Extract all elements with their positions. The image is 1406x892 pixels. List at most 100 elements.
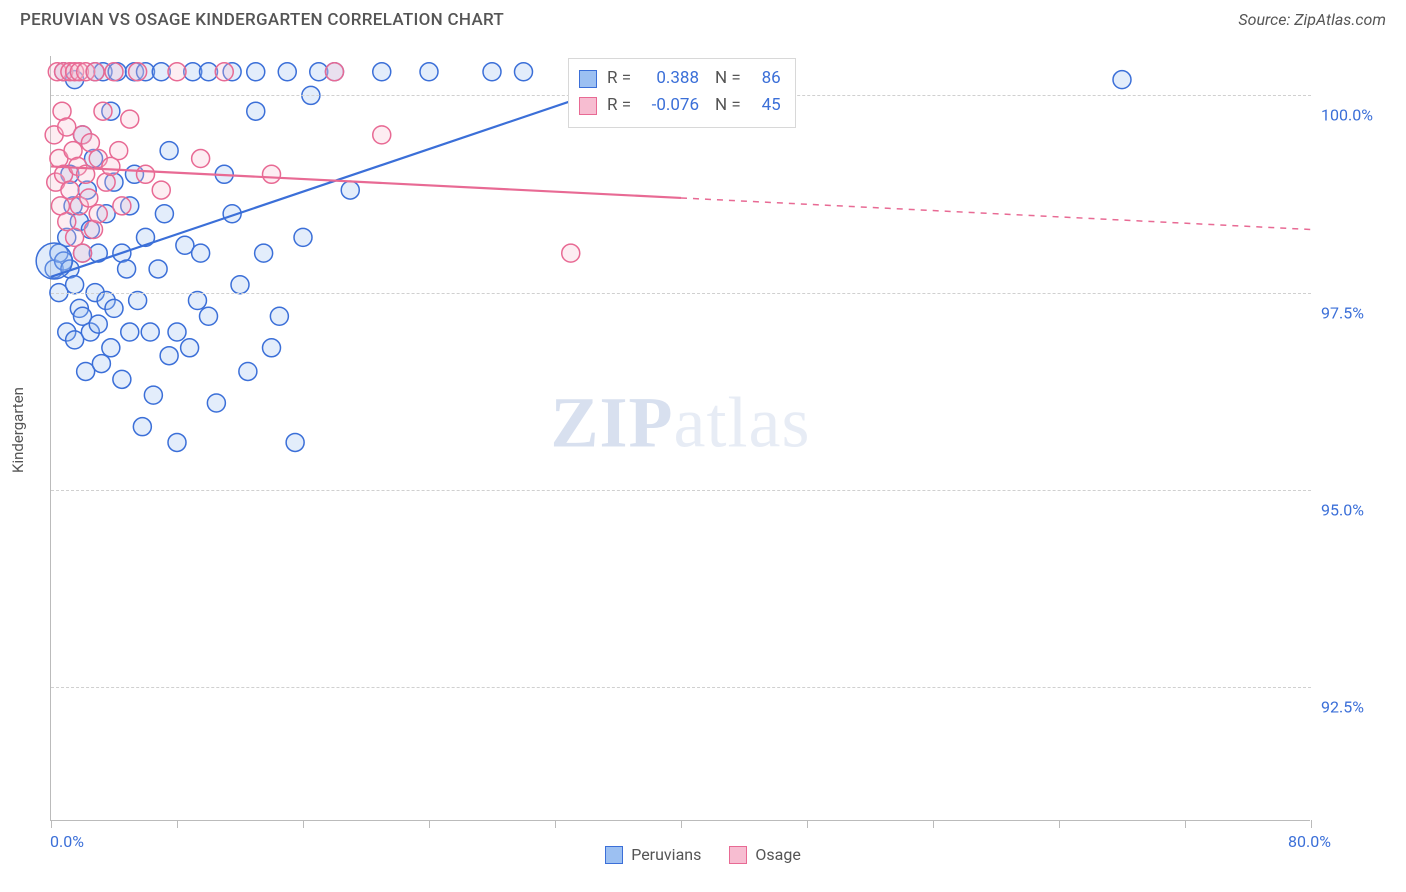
data-point xyxy=(168,433,186,451)
data-point xyxy=(86,63,104,81)
data-point xyxy=(94,63,112,81)
data-point xyxy=(77,63,95,81)
data-point xyxy=(263,165,281,183)
data-point xyxy=(89,315,107,333)
data-point xyxy=(97,173,115,191)
data-point xyxy=(215,63,233,81)
data-point xyxy=(137,63,155,81)
data-point xyxy=(310,63,328,81)
data-point xyxy=(247,102,265,120)
chart-title: PERUVIAN VS OSAGE KINDERGARTEN CORRELATI… xyxy=(20,10,504,30)
data-point xyxy=(168,323,186,341)
data-point xyxy=(137,165,155,183)
data-point xyxy=(77,165,95,183)
data-point xyxy=(188,291,206,309)
data-point xyxy=(77,362,95,380)
data-point xyxy=(45,126,63,144)
data-point xyxy=(66,276,84,294)
data-point xyxy=(61,260,79,278)
source-label: Source: ZipAtlas.com xyxy=(1238,10,1386,29)
data-point xyxy=(160,347,178,365)
data-point xyxy=(74,307,92,325)
data-point xyxy=(168,63,186,81)
data-point xyxy=(144,386,162,404)
data-point xyxy=(55,63,73,81)
series-swatch xyxy=(579,97,597,115)
data-point xyxy=(36,243,72,279)
legend: Peruvians Osage xyxy=(0,845,1406,864)
data-point xyxy=(47,173,65,191)
x-tick xyxy=(1311,820,1312,828)
data-point xyxy=(286,433,304,451)
data-point xyxy=(45,260,63,278)
data-point xyxy=(152,181,170,199)
data-point xyxy=(50,150,68,168)
data-point xyxy=(66,228,84,246)
data-point xyxy=(223,205,241,223)
legend-item: Osage xyxy=(729,845,800,864)
data-point xyxy=(200,63,218,81)
x-tick xyxy=(555,820,556,828)
data-point xyxy=(160,142,178,160)
legend-swatch xyxy=(729,846,747,864)
data-point xyxy=(113,197,131,215)
data-point xyxy=(125,63,143,81)
data-point xyxy=(420,63,438,81)
data-point xyxy=(64,142,82,160)
data-point xyxy=(74,126,92,144)
y-tick-label: 92.5% xyxy=(1321,697,1364,716)
x-tick xyxy=(177,820,178,828)
data-point xyxy=(184,63,202,81)
data-point xyxy=(181,339,199,357)
data-point xyxy=(70,197,88,215)
data-point xyxy=(81,134,99,152)
data-point xyxy=(74,126,92,144)
data-point xyxy=(341,181,359,199)
x-tick xyxy=(51,820,52,828)
data-point xyxy=(137,228,155,246)
data-point xyxy=(66,71,84,89)
data-point xyxy=(515,63,533,81)
gridline xyxy=(51,293,1311,294)
data-point xyxy=(263,339,281,357)
chart-area: ZIPatlas 100.0%97.5%95.0%92.5% xyxy=(50,56,1310,821)
data-point xyxy=(326,63,344,81)
data-point xyxy=(81,323,99,341)
n-value: 86 xyxy=(751,65,781,92)
data-point xyxy=(200,307,218,325)
watermark: ZIPatlas xyxy=(551,381,811,464)
data-point xyxy=(155,205,173,223)
data-point xyxy=(223,63,241,81)
series-swatch xyxy=(579,70,597,88)
data-point xyxy=(113,244,131,262)
data-point xyxy=(121,110,139,128)
data-point xyxy=(118,260,136,278)
data-point xyxy=(97,291,115,309)
data-point xyxy=(141,323,159,341)
data-point xyxy=(70,299,88,317)
x-tick xyxy=(1185,820,1186,828)
data-point xyxy=(61,63,79,81)
data-point xyxy=(85,150,103,168)
n-equals-label: N = xyxy=(715,65,741,92)
data-point xyxy=(58,228,76,246)
data-point xyxy=(50,244,68,262)
data-point xyxy=(278,63,296,81)
data-point xyxy=(129,291,147,309)
r-value: -0.076 xyxy=(641,92,699,119)
r-equals-label: R = xyxy=(607,92,631,119)
data-point xyxy=(86,63,104,81)
data-point xyxy=(89,244,107,262)
legend-item: Peruvians xyxy=(605,845,701,864)
data-point xyxy=(92,355,110,373)
data-point xyxy=(326,63,344,81)
data-point xyxy=(102,157,120,175)
data-point xyxy=(483,63,501,81)
data-point xyxy=(239,362,257,380)
data-point xyxy=(55,252,73,270)
data-point xyxy=(373,63,391,81)
x-tick xyxy=(429,820,430,828)
data-point xyxy=(102,339,120,357)
data-point xyxy=(48,63,66,81)
data-point xyxy=(53,102,71,120)
